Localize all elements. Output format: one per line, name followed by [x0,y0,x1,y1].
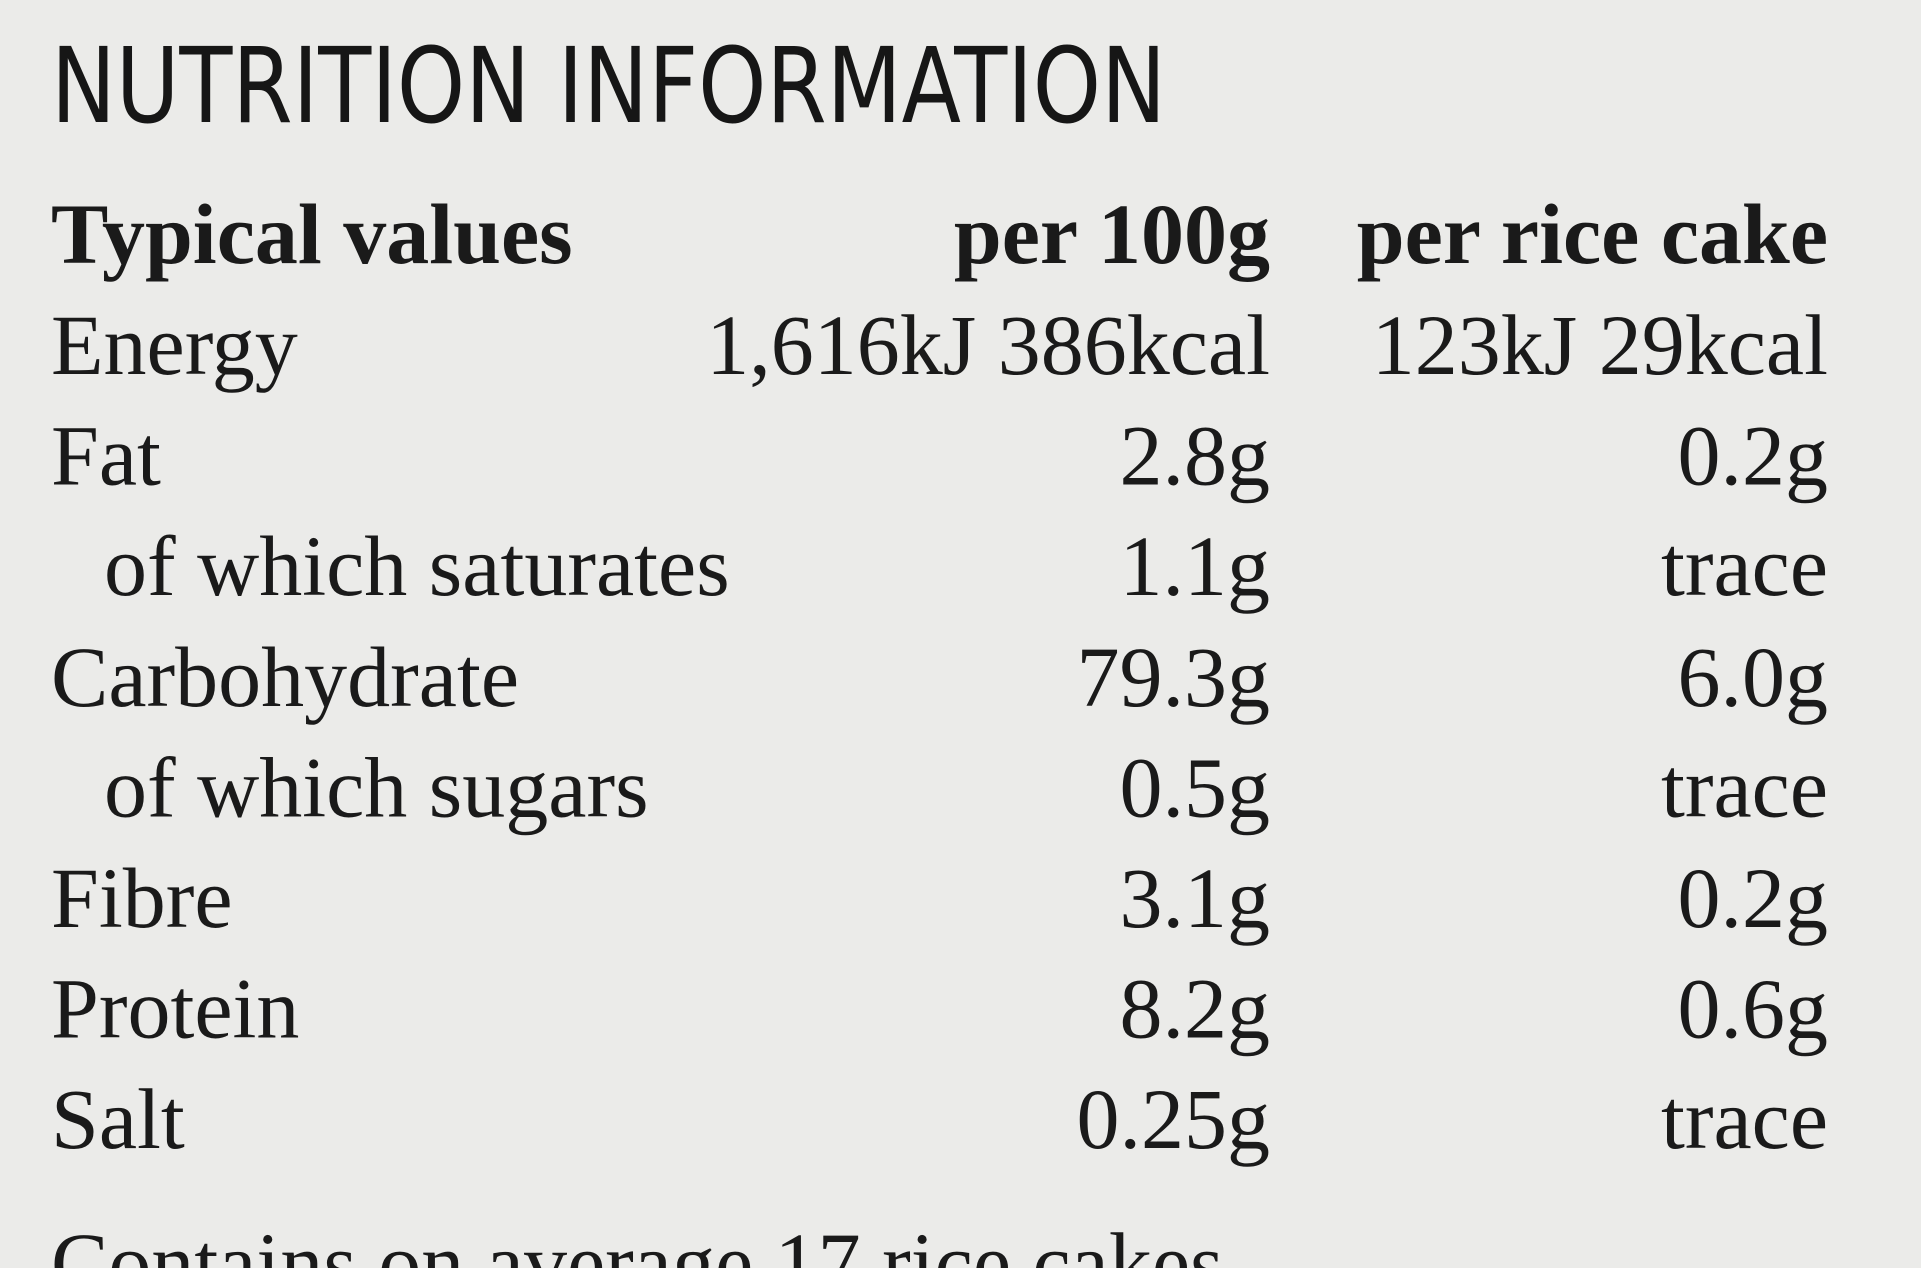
per-cake-value: trace [1661,518,1828,614]
header-cell: Typical values [51,186,573,282]
per-100g-value: 8.2g [1120,961,1271,1057]
per-cake-value: 123kJ 29kcal [1372,297,1828,393]
nutrient-label: Salt [51,1071,185,1167]
nutrient-label: of which sugars [104,739,649,835]
title: NUTRITION INFORMATION [51,25,1166,147]
per-100g-value: 2.8g [1120,408,1271,504]
nutrient-label: Protein [51,961,299,1057]
per-100g-value: 0.25g [1077,1071,1271,1167]
per-100g-value: 79.3g [1077,629,1271,725]
nutrient-label: Fibre [51,850,233,946]
nutrient-label: of which saturates [104,518,730,614]
per-100g-value: 1,616kJ 386kcal [706,297,1270,393]
per-cake-value: trace [1661,739,1828,835]
header-cell: per rice cake [1357,186,1828,282]
per-cake-value: 6.0g [1678,629,1829,725]
per-100g-value: 3.1g [1120,850,1271,946]
per-cake-value: 0.6g [1678,961,1829,1057]
per-100g-value: 1.1g [1120,518,1271,614]
nutrient-label: Carbohydrate [51,629,519,725]
footer-note: Contains on average 17 rice cakes [51,1215,1223,1268]
per-cake-value: 0.2g [1678,408,1829,504]
nutrient-label: Energy [51,297,298,393]
per-cake-value: trace [1661,1071,1828,1167]
nutrient-label: Fat [51,408,161,504]
per-cake-value: 0.2g [1678,850,1829,946]
header-cell: per 100g [954,186,1270,282]
nutrition-table: Typical values per 100g per rice cake Energ… [51,186,1828,1167]
per-100g-value: 0.5g [1120,739,1271,835]
